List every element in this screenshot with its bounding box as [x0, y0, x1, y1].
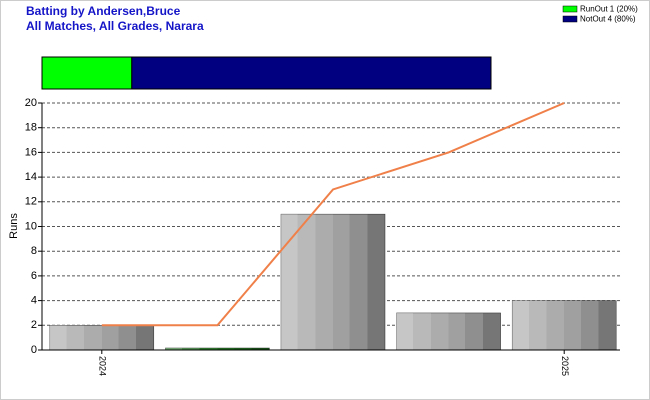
- y-axis-label: Runs: [8, 213, 20, 239]
- y-tick-label: 8: [31, 245, 37, 257]
- bar-shading: [281, 214, 385, 350]
- y-tick-label: 0: [31, 344, 37, 356]
- y-tick-label: 16: [25, 146, 37, 158]
- y-tick-label: 6: [31, 270, 37, 282]
- line: [101, 102, 565, 327]
- y-tick-label: 4: [31, 295, 37, 307]
- legend-swatch: [562, 5, 578, 13]
- y-tick-label: 2: [31, 319, 37, 331]
- x-tick-label: 2025: [560, 356, 570, 376]
- y-tick-label: 12: [25, 196, 37, 208]
- dismissal-segment: [41, 56, 133, 90]
- dismissal-segment: [131, 56, 492, 90]
- legend-swatch: [562, 15, 578, 23]
- bar-shading: [396, 312, 501, 350]
- chart-subtitle: All Matches, All Grades, Narara: [26, 19, 204, 33]
- bar-shading: [49, 325, 154, 350]
- chart-title: Batting by Andersen,Bruce: [26, 4, 181, 18]
- bar-shading: [165, 348, 270, 350]
- y-tick-label: 18: [25, 122, 37, 134]
- bar-shading: [512, 300, 617, 350]
- y-tick-label: 14: [25, 171, 37, 183]
- x-tick-label: 2024: [97, 356, 107, 376]
- legend-label: NotOut 4 (80%): [580, 15, 636, 24]
- legend-label: RunOut 1 (20%): [580, 5, 638, 14]
- y-tick-label: 10: [25, 220, 37, 232]
- y-tick-label: 20: [25, 97, 37, 109]
